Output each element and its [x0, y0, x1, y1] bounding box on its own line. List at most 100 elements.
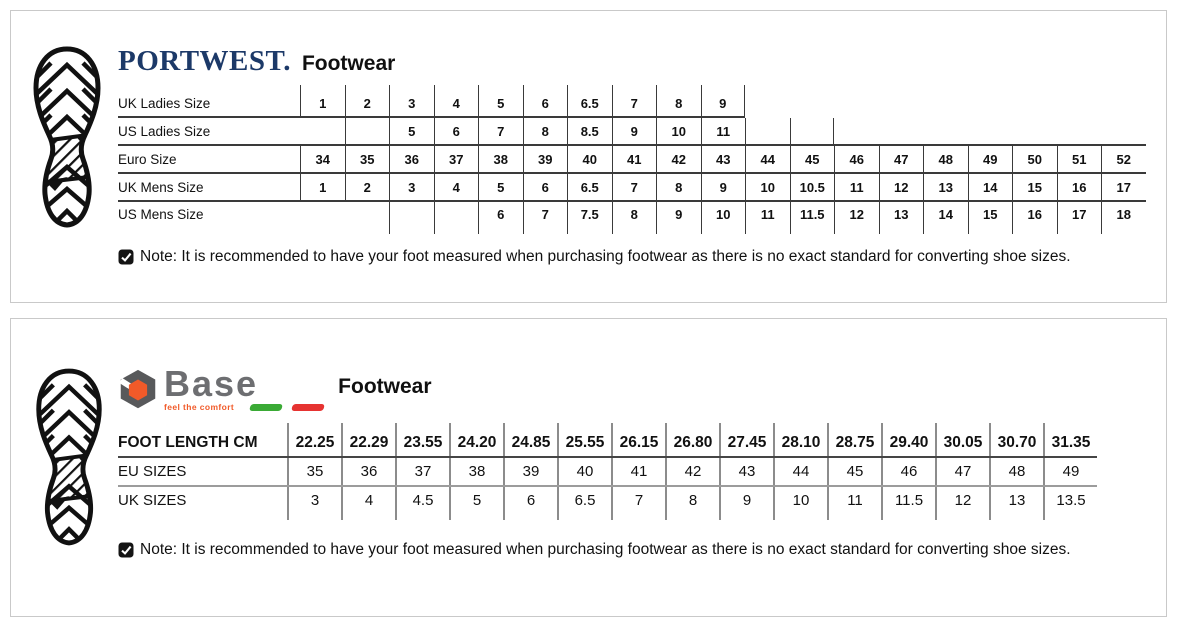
size-cell: 25.55 [557, 423, 611, 456]
base-brand-text: Base [164, 363, 259, 404]
size-cell: 13.5 [1043, 487, 1097, 520]
size-cell: 8 [656, 85, 701, 116]
size-cell: 22.29 [341, 423, 395, 456]
size-cell: 8 [522, 118, 568, 144]
size-cell: 13 [878, 202, 924, 234]
table-rule [118, 456, 1097, 458]
size-cell: 43 [700, 146, 746, 172]
flag-green-bar [249, 403, 284, 411]
hex-nut-icon [119, 369, 156, 409]
size-cell: 6.5 [567, 85, 612, 116]
row-label: US Mens Size [118, 207, 204, 222]
size-cell: 9 [656, 202, 701, 234]
size-cell: 28.10 [773, 423, 827, 456]
table-row: FOOT LENGTH CM 22.25 22.29 23.55 24.20 24.85 2… [118, 423, 1100, 456]
size-cell: 7 [611, 85, 657, 116]
size-cell: 9 [719, 487, 773, 520]
size-cell: 10 [773, 487, 827, 520]
size-cell: 30.70 [989, 423, 1043, 456]
table-rule [118, 144, 1146, 146]
size-cell: 7.5 [567, 202, 612, 234]
size-cell: 39 [503, 458, 557, 485]
size-cell: 40 [557, 458, 611, 485]
size-cell: 18 [1101, 202, 1146, 234]
size-cell: 5 [478, 85, 523, 116]
size-cell: 8.5 [567, 118, 612, 144]
size-cell: 6.5 [567, 174, 612, 200]
table-rule [118, 172, 1146, 174]
size-cell: 12 [834, 202, 879, 234]
size-cell: 34 [300, 146, 345, 172]
size-cell: 13 [989, 487, 1043, 520]
size-cell: 12 [878, 174, 924, 200]
size-cell: 15 [967, 202, 1013, 234]
size-cell: 2 [344, 174, 390, 200]
table-row: EU SIZES 35 36 37 38 39 40 41 42 43 44 45 46 47 48 49 [118, 458, 1100, 485]
portwest-size-chart-panel: PORTWEST. Footwear UK Ladies Size 1 2 3 4 5 6 6… [10, 10, 1167, 303]
table-row: Euro Size 34 35 36 37 38 39 40 41 42 43 44 45 46 47 48 4… [118, 146, 1148, 172]
size-cell: 14 [967, 174, 1013, 200]
size-cell: 6 [503, 487, 557, 520]
size-cell: 41 [611, 146, 657, 172]
size-cell: 45 [789, 146, 835, 172]
size-cell: 46 [881, 458, 935, 485]
table-row: US Mens Size 6 7 7.5 8 9 10 11 11.5 12 13 14 15 16 17 1… [118, 202, 1148, 234]
size-cell: 11.5 [789, 202, 835, 234]
row-label: Euro Size [118, 151, 177, 167]
base-header: Base feel the comfort Footwear [115, 363, 432, 413]
size-cell: 30.05 [935, 423, 989, 456]
size-cell: 45 [827, 458, 881, 485]
size-cell: 4 [341, 487, 395, 520]
row-label: UK Ladies Size [118, 95, 211, 111]
size-cell: 24.85 [503, 423, 557, 456]
portwest-size-table: UK Ladies Size 1 2 3 4 5 6 6.5 7 8 9 US Ladies Size… [118, 85, 1148, 234]
size-cell: 4.5 [395, 487, 449, 520]
size-cell: 38 [449, 458, 503, 485]
size-cell: 3 [389, 174, 434, 200]
base-product-line: Footwear [338, 375, 432, 398]
size-cell: 26.80 [665, 423, 719, 456]
size-cell: 7 [478, 118, 523, 144]
row-label: EU SIZES [118, 463, 187, 480]
size-cell: 10 [656, 118, 701, 144]
size-cell: 10.5 [789, 174, 835, 200]
size-cell: 47 [878, 146, 924, 172]
size-cell: 17 [1101, 174, 1146, 200]
size-cell: 37 [395, 458, 449, 485]
size-cell: 7 [611, 487, 665, 520]
size-cell: 11 [834, 174, 879, 200]
size-cell: 11 [827, 487, 881, 520]
note-check-icon [118, 249, 134, 265]
table-rule [118, 200, 1146, 202]
row-label: UK SIZES [118, 491, 187, 509]
size-cell: 35 [287, 458, 341, 485]
size-cell: 9 [611, 118, 657, 144]
size-cell: 3 [389, 85, 434, 116]
size-cell: 12 [935, 487, 989, 520]
size-cell: 50 [1012, 146, 1057, 172]
size-cell: 14 [923, 202, 968, 234]
size-cell [789, 118, 834, 144]
size-cell: 52 [1101, 146, 1146, 172]
size-cell [433, 202, 479, 234]
size-cell: 27.45 [719, 423, 773, 456]
size-cell: 6 [478, 202, 523, 234]
base-logo: Base feel the comfort [115, 363, 326, 413]
size-cell: 44 [745, 146, 790, 172]
size-cell: 5 [449, 487, 503, 520]
size-cell: 10 [700, 202, 746, 234]
portwest-logo: PORTWEST. [118, 45, 291, 77]
size-cell: 15 [1012, 174, 1057, 200]
size-cell: 4 [433, 85, 479, 116]
note-check-icon [118, 542, 134, 558]
size-cell: 11.5 [881, 487, 935, 520]
size-cell: 49 [1043, 458, 1097, 485]
size-cell: 51 [1056, 146, 1102, 172]
size-cell: 28.75 [827, 423, 881, 456]
size-cell: 7 [611, 174, 657, 200]
boot-sole-icon [28, 365, 110, 551]
table-row: UK SIZES 3 4 4.5 5 6 6.5 7 8 9 10 11 11.5 12 13 13.5 [118, 487, 1100, 520]
size-cell: 1 [300, 174, 345, 200]
row-label: FOOT LENGTH CM [118, 434, 258, 451]
size-cell: 47 [935, 458, 989, 485]
